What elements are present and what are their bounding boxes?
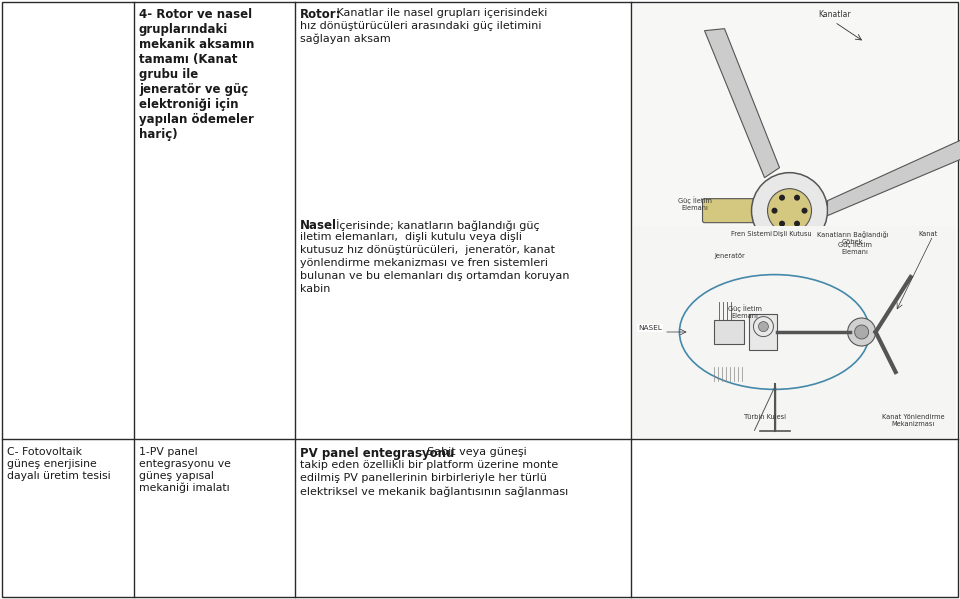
Bar (714, 320, 744, 344)
Text: PV panel entegrasyonu: PV panel entegrasyonu (300, 447, 454, 460)
Text: C- Fotovoltaik
güneş enerjisine
dayalı üretim tesisi: C- Fotovoltaik güneş enerjisine dayalı ü… (7, 447, 110, 480)
Circle shape (779, 220, 785, 226)
Text: yönlendirme mekanizması ve fren sistemleri: yönlendirme mekanizması ve fren sistemle… (300, 258, 547, 268)
Text: elektriksel ve mekanik bağlantısının sağlanması: elektriksel ve mekanik bağlantısının sağ… (300, 486, 567, 497)
Text: Kanatlar: Kanatlar (818, 10, 851, 19)
Circle shape (752, 173, 828, 249)
Circle shape (802, 208, 807, 214)
Circle shape (758, 322, 768, 332)
Bar (633, 4, 956, 437)
Circle shape (794, 220, 800, 226)
Polygon shape (784, 244, 934, 393)
Text: iletim elemanları,  dişli kutulu veya dişli: iletim elemanları, dişli kutulu veya diş… (300, 232, 521, 243)
Text: Fren Sistemi: Fren Sistemi (731, 231, 772, 237)
Text: hız dönüştürücüleri arasındaki güç iletimini: hız dönüştürücüleri arasındaki güç ileti… (300, 21, 541, 31)
Text: Güç İletim
Elemanı: Güç İletim Elemanı (728, 304, 761, 319)
Text: Kanatların Bağlandığı
Göbek: Kanatların Bağlandığı Göbek (817, 231, 888, 244)
Text: Türbin Kulesi: Türbin Kulesi (744, 415, 785, 420)
Text: Kanatlar ile nasel grupları içerisindeki: Kanatlar ile nasel grupları içerisindeki (332, 8, 547, 18)
Text: NASEL: NASEL (638, 325, 662, 331)
Bar (633, 226, 956, 438)
Polygon shape (705, 29, 780, 178)
Text: Rotor:: Rotor: (300, 8, 341, 21)
Text: kabin: kabin (300, 285, 330, 294)
Text: sağlayan aksam: sağlayan aksam (300, 34, 391, 44)
Polygon shape (828, 116, 960, 216)
Text: 1-PV panel
entegrasyonu ve
güneş yapısal
mekaniği imalatı: 1-PV panel entegrasyonu ve güneş yapısal… (139, 447, 230, 493)
Text: Dişli Kutusu: Dişli Kutusu (773, 231, 812, 237)
Circle shape (848, 318, 876, 346)
Circle shape (854, 325, 869, 339)
Bar (750, 314, 778, 350)
Circle shape (794, 195, 800, 201)
Text: edilmiş PV panellerinin birbirleriyle her türlü: edilmiş PV panellerinin birbirleriyle he… (300, 473, 546, 483)
Text: : İçerisinde; kanatların bağlandığı güç: : İçerisinde; kanatların bağlandığı güç (328, 219, 540, 231)
Text: 4- Rotor ve nasel
gruplarındaki
mekanik aksamın
tamamı (Kanat
grubu ile
jeneratö: 4- Rotor ve nasel gruplarındaki mekanik … (139, 8, 254, 141)
Circle shape (772, 208, 778, 214)
Text: Jeneratör: Jeneratör (714, 253, 745, 259)
Text: Nasel: Nasel (300, 219, 337, 232)
Text: Güç İletim
Elemanı: Güç İletim Elemanı (838, 240, 872, 255)
Text: : Sabit veya güneşi: : Sabit veya güneşi (420, 447, 526, 457)
Text: Güç İletim
Elemanı: Güç İletim Elemanı (678, 196, 711, 210)
Text: Kanat Yönlendirme
Mekanizması: Kanat Yönlendirme Mekanizması (881, 415, 945, 427)
Text: kutusuz hız dönüştürücüleri,  jeneratör, kanat: kutusuz hız dönüştürücüleri, jeneratör, … (300, 246, 555, 255)
Circle shape (768, 189, 811, 232)
Text: takip eden özellikli bir platform üzerine monte: takip eden özellikli bir platform üzerin… (300, 460, 558, 470)
FancyBboxPatch shape (703, 199, 786, 223)
Text: Kanat: Kanat (919, 231, 938, 237)
Text: bulunan ve bu elemanları dış ortamdan koruyan: bulunan ve bu elemanları dış ortamdan ko… (300, 271, 569, 282)
Circle shape (779, 195, 785, 201)
